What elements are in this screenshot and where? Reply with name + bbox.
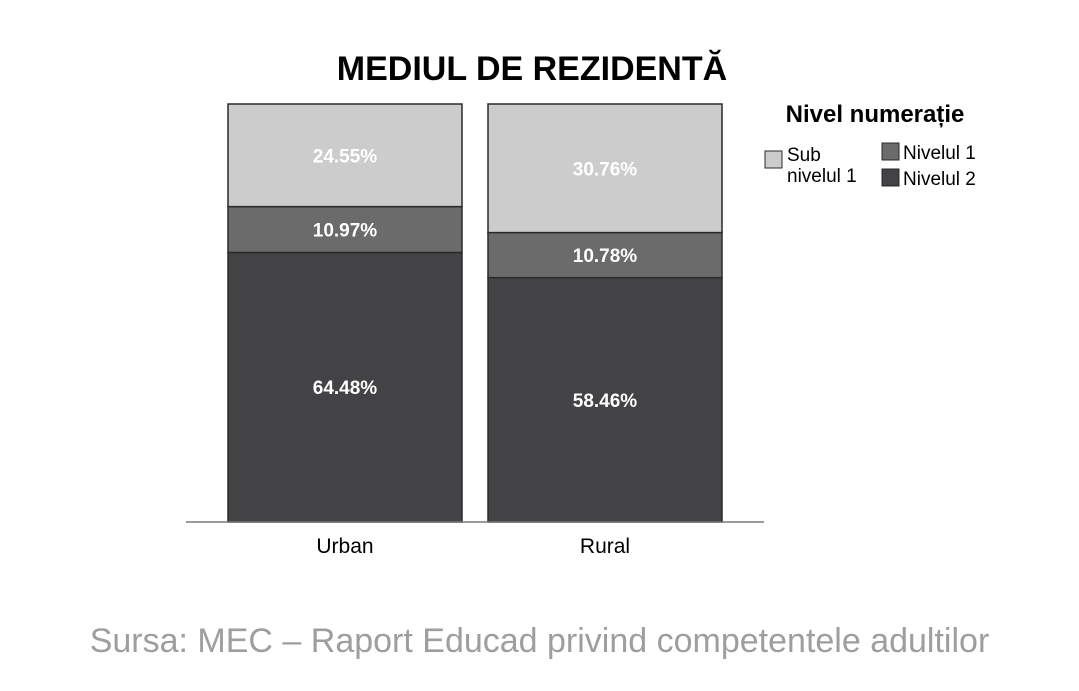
bar-segment-urban-nivelul-2 — [227, 251, 463, 523]
legend-swatch-nivelul-2 — [881, 168, 900, 187]
bar-segment-urban-sub-nivelul-1 — [227, 103, 463, 208]
chart-title: MEDIUL DE REZIDENTĂ — [337, 50, 727, 88]
bar-segment-rural-nivelul-1 — [487, 231, 723, 279]
legend-label-nivelul-2: Nivelul 2 — [903, 169, 976, 190]
legend-swatch-nivelul-1 — [881, 142, 900, 161]
data-label-urban-nivelul-1: 10.97% — [313, 221, 378, 242]
bar-segment-rural-sub-nivelul-1 — [487, 103, 723, 234]
legend-label-nivelul-1: Nivelul 1 — [903, 143, 976, 164]
chart: MEDIUL DE REZIDENTĂ 64.48% 10.97% 24.55% 58… — [186, 50, 976, 558]
bars-layer — [227, 103, 723, 523]
data-label-urban-sub-nivelul-1: 24.55% — [313, 146, 378, 167]
bar-segment-rural-nivelul-2 — [487, 276, 723, 523]
data-label-rural-nivelul-2: 58.46% — [573, 391, 638, 412]
category-label-rural: Rural — [580, 535, 630, 558]
source-caption: Sursa: MEC – Raport Educad privind compe… — [89, 622, 990, 660]
category-label-urban: Urban — [316, 535, 373, 558]
bar-segment-urban-nivelul-1 — [227, 205, 463, 254]
data-label-rural-nivelul-1: 10.78% — [573, 246, 638, 267]
legend-label-sub-line1: Sub — [787, 145, 821, 166]
legend-label-sub-line2: nivelul 1 — [787, 166, 857, 187]
legend: Nivel numerație Sub nivelul 1 Nivelul 1 … — [764, 101, 976, 190]
data-label-rural-sub-nivelul-1: 30.76% — [573, 159, 638, 180]
data-labels-layer: 64.48% 10.97% 24.55% 58.46% 10.78% 30.76% — [313, 146, 638, 412]
legend-swatch-sub-nivelul-1 — [764, 150, 783, 169]
data-label-urban-nivelul-2: 64.48% — [313, 378, 378, 399]
legend-title: Nivel numerație — [786, 101, 965, 128]
category-labels: Urban Rural — [316, 535, 630, 558]
